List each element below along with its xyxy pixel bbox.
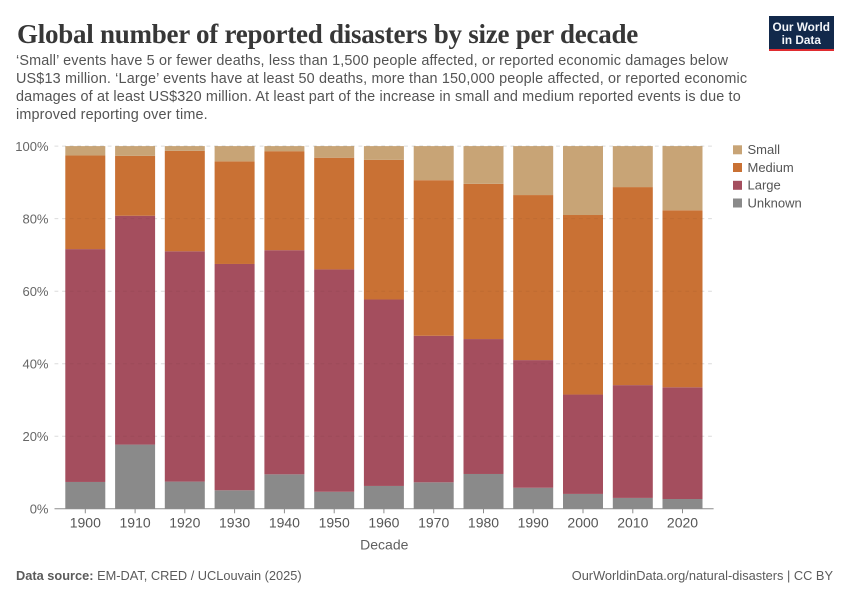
svg-text:100%: 100% [15,139,49,154]
svg-text:1980: 1980 [468,515,499,531]
svg-text:60%: 60% [22,284,48,299]
svg-text:Medium: Medium [748,160,794,175]
svg-text:1960: 1960 [368,515,399,531]
svg-text:1930: 1930 [219,515,250,531]
svg-text:1910: 1910 [120,515,151,531]
svg-text:1990: 1990 [518,515,549,531]
svg-text:2010: 2010 [617,515,648,531]
svg-text:1900: 1900 [70,515,101,531]
svg-text:Small: Small [748,142,781,157]
svg-text:2020: 2020 [667,515,698,531]
svg-text:80%: 80% [22,211,48,226]
svg-text:Unknown: Unknown [748,195,802,210]
svg-text:40%: 40% [22,356,48,371]
svg-text:20%: 20% [22,429,48,444]
svg-text:0%: 0% [30,502,49,517]
svg-text:1970: 1970 [418,515,449,531]
svg-text:Large: Large [748,178,781,193]
svg-text:1940: 1940 [269,515,300,531]
svg-text:1950: 1950 [319,515,350,531]
svg-text:2000: 2000 [567,515,598,531]
svg-text:1920: 1920 [169,515,200,531]
svg-text:Decade: Decade [360,536,408,552]
